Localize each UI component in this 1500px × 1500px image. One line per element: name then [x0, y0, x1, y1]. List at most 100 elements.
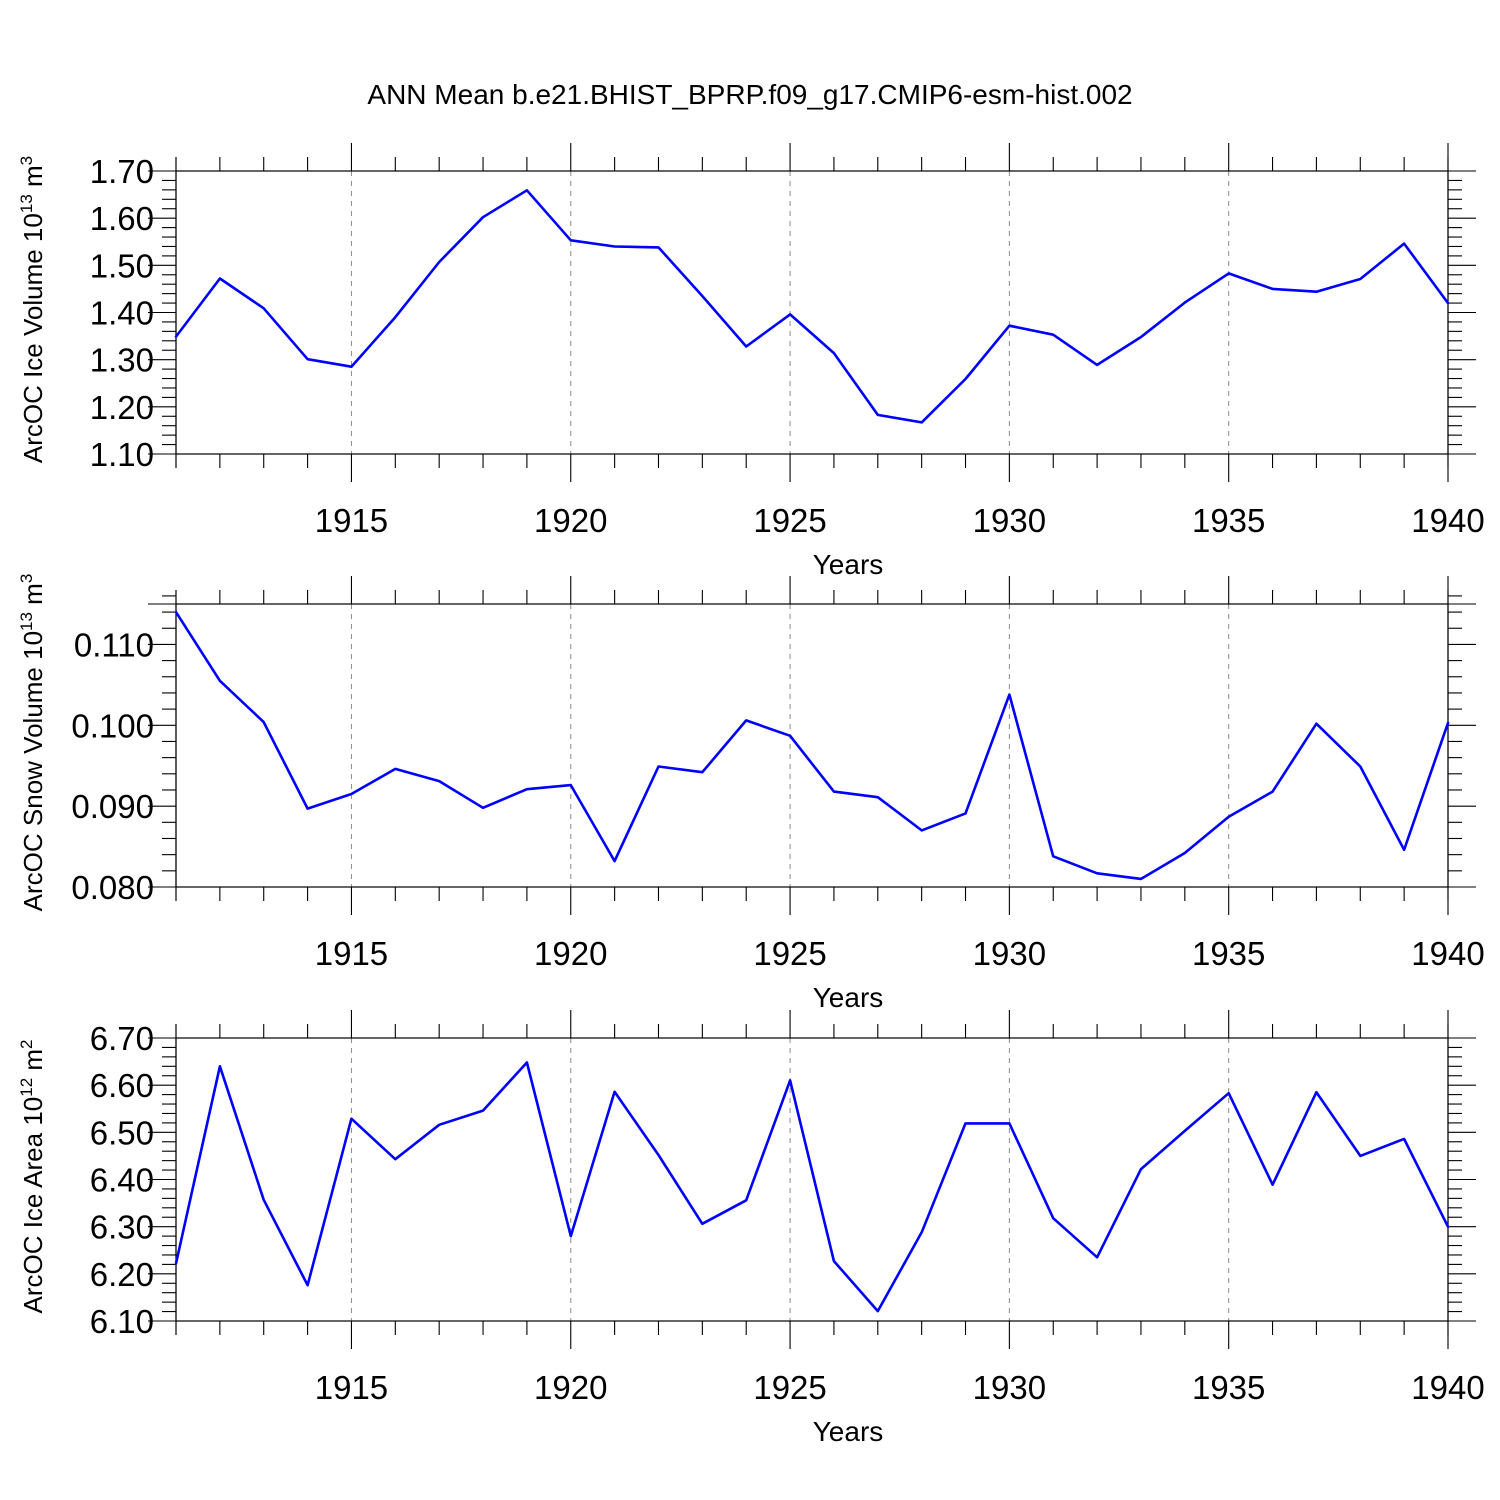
- x-tick-label-1-0: 1915: [315, 502, 388, 539]
- x-axis-label-1: Years: [813, 549, 884, 580]
- data-point-1-1935: [1227, 271, 1231, 275]
- data-point-2-1914: [306, 807, 310, 811]
- series-line-3: [174, 1061, 1450, 1313]
- data-point-2-1913: [262, 720, 266, 724]
- x-tick-label-3-5: 1940: [1411, 1369, 1484, 1406]
- panel-3: 6.10 6.20 6.30 6.40 6.50 6.60 6.70 1915 1920 1925…: [17, 1010, 1485, 1447]
- data-point-3-1935: [1227, 1091, 1231, 1095]
- x-tick-label-2-0: 1915: [315, 935, 388, 972]
- x-tick-label-2-2: 1925: [753, 935, 826, 972]
- data-point-1-1923: [700, 294, 704, 298]
- data-point-2-1934: [1183, 851, 1187, 855]
- data-point-2-1925: [788, 734, 792, 738]
- y-tick-label-1-1: 1.20: [90, 389, 154, 426]
- data-point-3-1940: [1446, 1225, 1450, 1229]
- y-tick-label-3-6: 6.70: [90, 1020, 154, 1057]
- data-point-3-1928: [920, 1230, 924, 1234]
- x-tick-label-1-4: 1935: [1192, 502, 1265, 539]
- data-point-3-1914: [306, 1283, 310, 1287]
- data-point-3-1926: [832, 1259, 836, 1263]
- data-point-1-1920: [569, 238, 573, 242]
- data-point-2-1928: [920, 828, 924, 832]
- x-tick-label-1-5: 1940: [1411, 502, 1484, 539]
- data-point-1-1922: [657, 245, 661, 249]
- data-point-1-1927: [876, 413, 880, 417]
- data-point-2-1936: [1271, 790, 1275, 794]
- data-point-3-1916: [393, 1157, 397, 1161]
- x-axis-label-3: Years: [813, 1416, 884, 1447]
- data-point-1-1939: [1402, 242, 1406, 246]
- data-point-1-1928: [920, 420, 924, 424]
- data-point-2-1918: [481, 806, 485, 810]
- data-point-2-1938: [1358, 765, 1362, 769]
- data-point-2-1912: [218, 679, 222, 683]
- data-point-1-1925: [788, 312, 792, 316]
- y-axis-label-3: ArcOC Ice Area 1012 m2: [17, 1039, 48, 1313]
- x-tick-label-3-4: 1935: [1192, 1369, 1265, 1406]
- data-point-1-1932: [1095, 363, 1099, 367]
- data-point-2-1919: [525, 787, 529, 791]
- data-point-1-1917: [437, 260, 441, 264]
- data-point-1-1915: [349, 365, 353, 369]
- data-point-3-1918: [481, 1109, 485, 1113]
- panel-1: 1.10 1.20 1.30 1.40 1.50 1.60 1.70 1915 1920 1925…: [17, 143, 1485, 580]
- data-point-3-1919: [525, 1061, 529, 1065]
- series-line-2: [174, 610, 1450, 881]
- data-point-2-1922: [657, 765, 661, 769]
- y-tick-label-1-0: 1.10: [90, 436, 154, 473]
- data-point-3-1938: [1358, 1154, 1362, 1158]
- data-point-1-1924: [744, 345, 748, 349]
- data-point-2-1911: [174, 610, 178, 614]
- data-point-2-1927: [876, 795, 880, 799]
- data-point-3-1925: [788, 1078, 792, 1082]
- data-point-2-1930: [1007, 693, 1011, 697]
- data-point-1-1938: [1358, 277, 1362, 281]
- x-tick-label-3-1: 1920: [534, 1369, 607, 1406]
- x-tick-label-2-3: 1930: [973, 935, 1046, 972]
- data-point-3-1913: [262, 1198, 266, 1202]
- x-tick-label-2-1: 1920: [534, 935, 607, 972]
- data-point-1-1937: [1314, 290, 1318, 294]
- data-point-2-1932: [1095, 871, 1099, 875]
- data-point-1-1913: [262, 306, 266, 310]
- y-axis-label-1: ArcOC Ice Volume 1013 m3: [17, 156, 48, 463]
- chart-title: ANN Mean b.e21.BHIST_BPRP.f09_g17.CMIP6-…: [367, 79, 1132, 110]
- data-point-1-1926: [832, 351, 836, 355]
- data-point-1-1929: [964, 377, 968, 381]
- series-line-1: [174, 189, 1450, 424]
- data-point-2-1926: [832, 790, 836, 794]
- data-point-3-1939: [1402, 1137, 1406, 1141]
- x-axis-label-2: Years: [813, 982, 884, 1013]
- data-point-3-1927: [876, 1309, 880, 1313]
- data-point-1-1933: [1139, 335, 1143, 339]
- data-point-3-1934: [1183, 1129, 1187, 1133]
- data-point-2-1931: [1051, 854, 1055, 858]
- data-point-3-1936: [1271, 1183, 1275, 1187]
- data-point-3-1930: [1007, 1121, 1011, 1125]
- data-point-2-1917: [437, 779, 441, 783]
- y-tick-label-3-1: 6.20: [90, 1256, 154, 1293]
- data-point-1-1911: [174, 335, 178, 339]
- data-point-1-1916: [393, 315, 397, 319]
- data-point-1-1930: [1007, 324, 1011, 328]
- data-point-2-1924: [744, 718, 748, 722]
- data-point-2-1939: [1402, 848, 1406, 852]
- panel-2: 0.080 0.090 0.100 0.110 1915 1920 1925 1930 1935…: [17, 574, 1485, 1013]
- data-point-3-1915: [349, 1117, 353, 1121]
- x-tick-label-2-5: 1940: [1411, 935, 1484, 972]
- data-point-1-1931: [1051, 333, 1055, 337]
- x-tick-label-2-4: 1935: [1192, 935, 1265, 972]
- data-point-2-1915: [349, 792, 353, 796]
- x-tick-label-3-3: 1930: [973, 1369, 1046, 1406]
- y-tick-label-1-5: 1.60: [90, 200, 154, 237]
- data-point-2-1923: [700, 770, 704, 774]
- y-tick-label-3-4: 6.50: [90, 1114, 154, 1151]
- data-point-3-1920: [569, 1234, 573, 1238]
- y-tick-label-3-3: 6.40: [90, 1162, 154, 1199]
- data-point-2-1916: [393, 767, 397, 771]
- data-point-2-1920: [569, 783, 573, 787]
- x-tick-label-3-0: 1915: [315, 1369, 388, 1406]
- x-tick-label-1-1: 1920: [534, 502, 607, 539]
- data-point-1-1918: [481, 215, 485, 219]
